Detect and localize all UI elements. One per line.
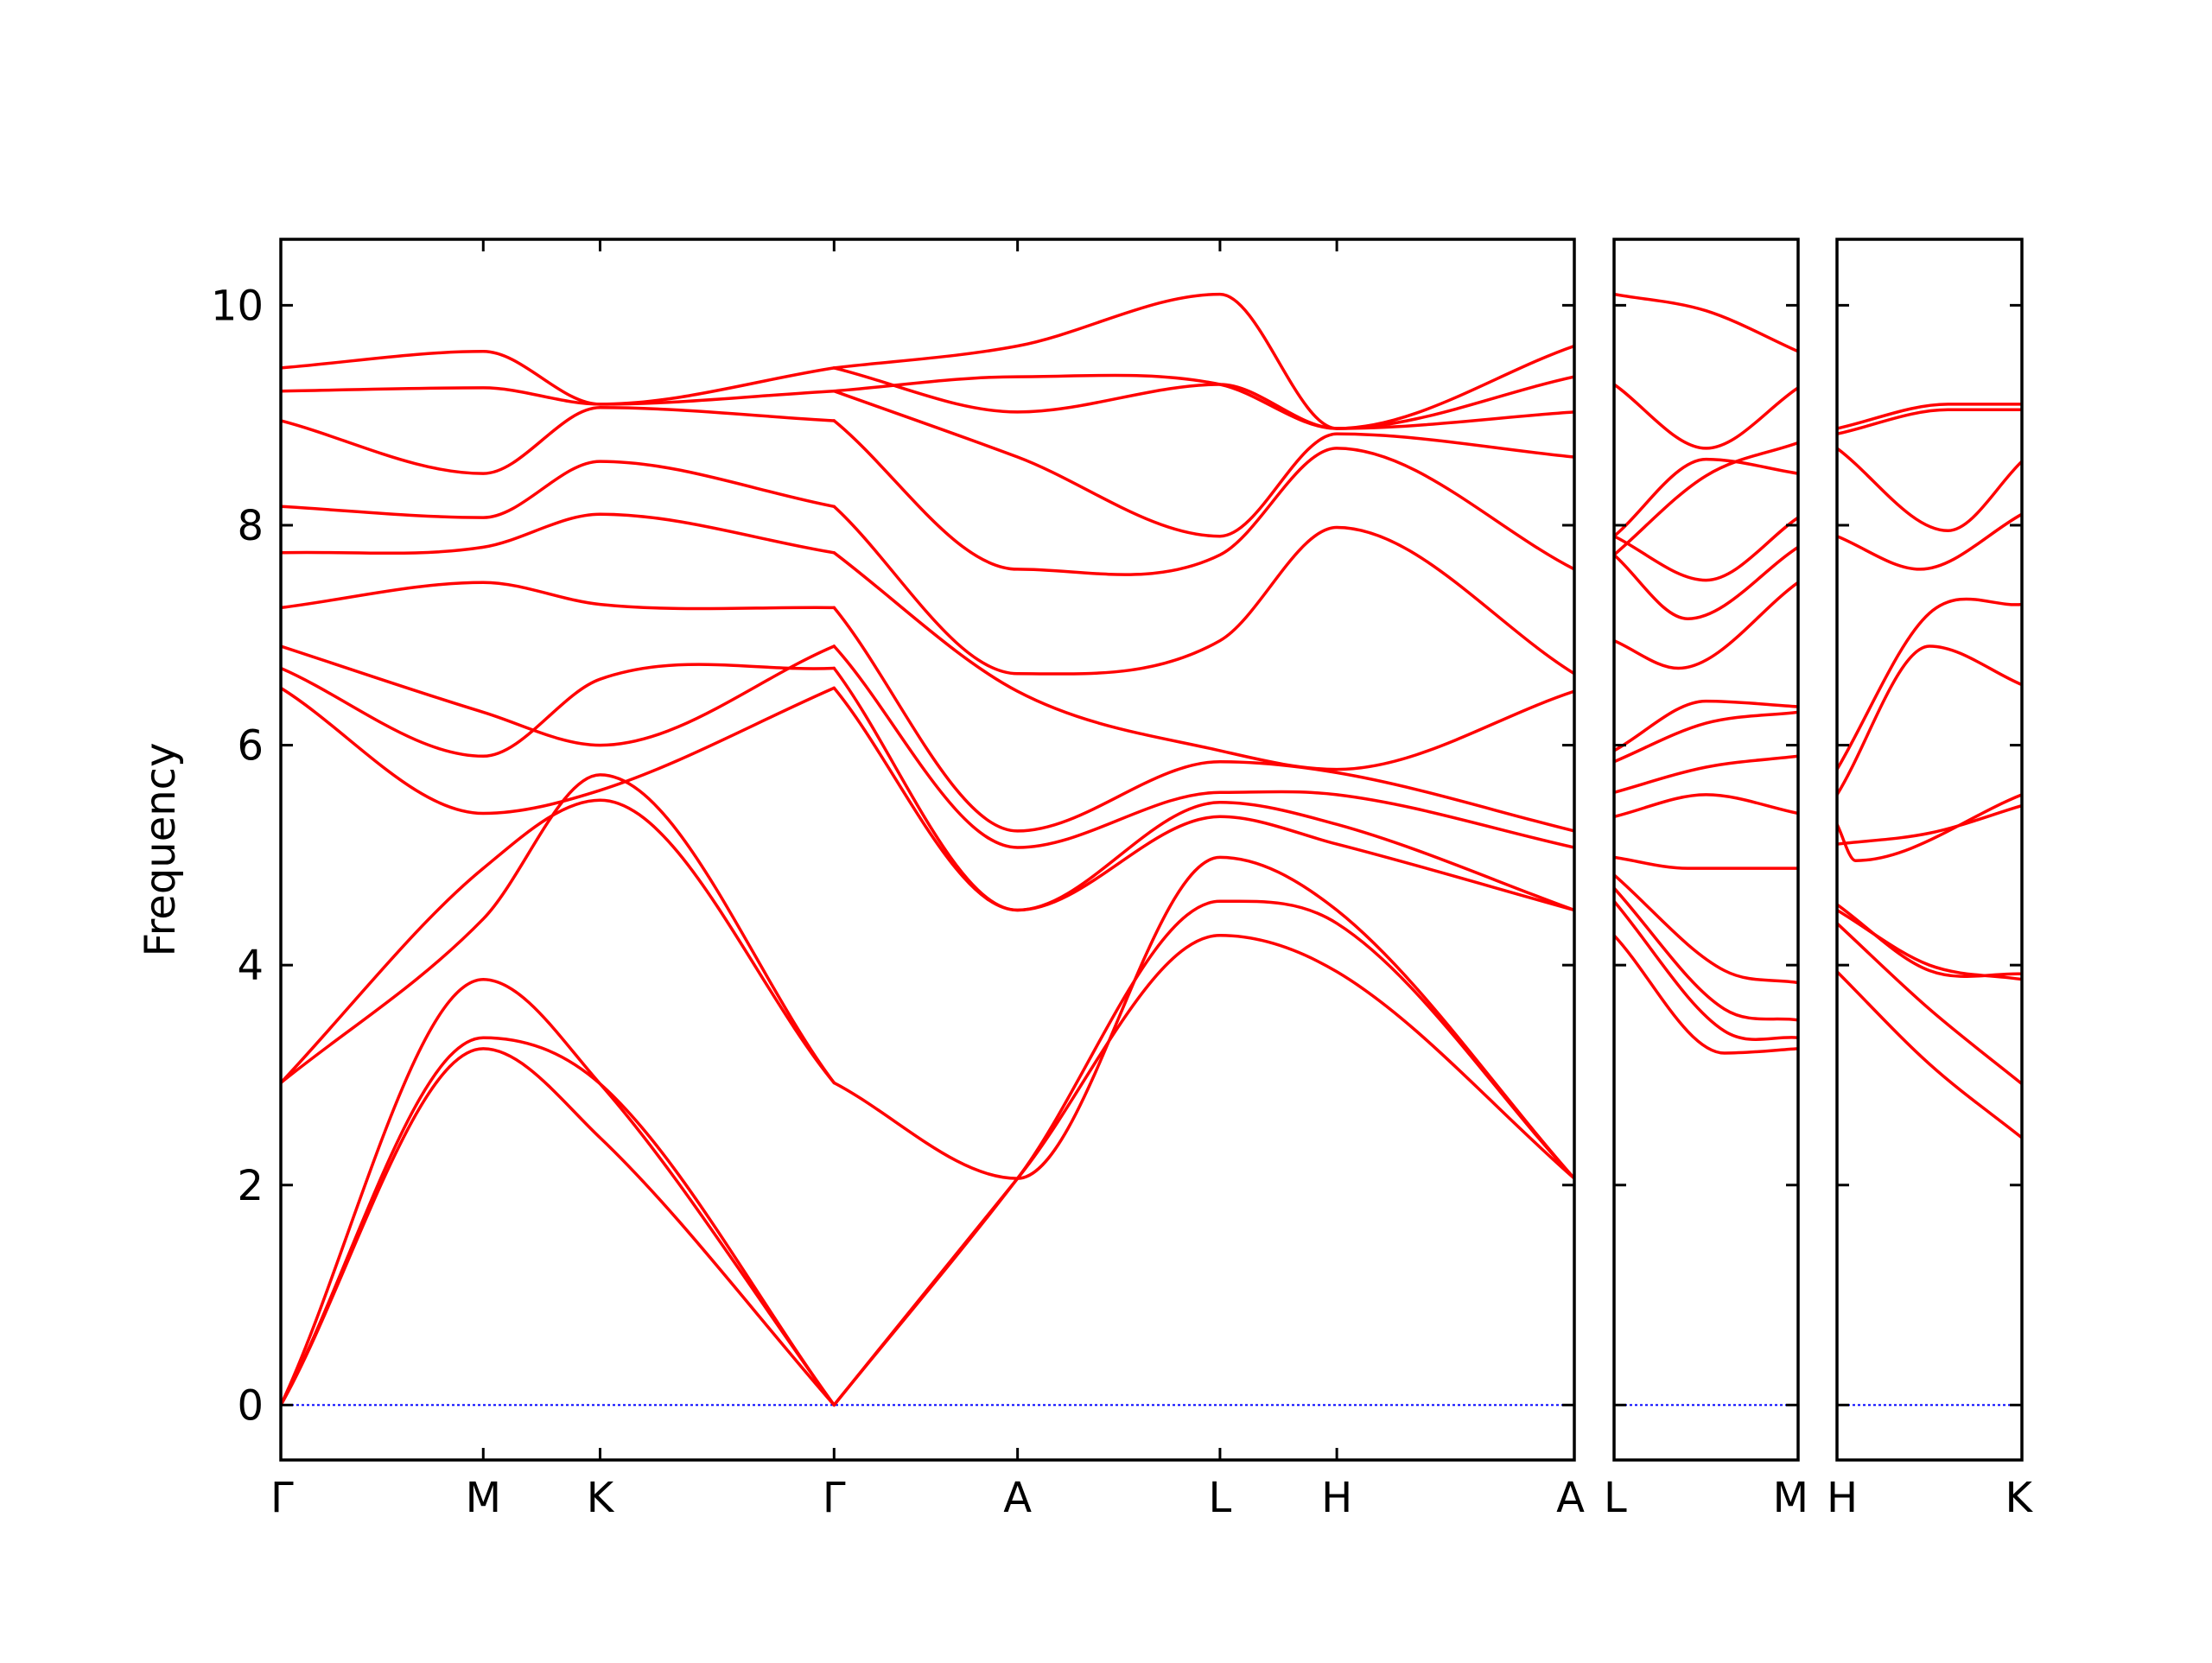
band-main-9 [281,581,836,611]
panel-frame [1612,238,1800,1462]
band-H-K-6 [1837,793,2022,862]
band-L-M-16 [1614,292,1798,353]
band-H-K-5 [1837,803,2022,846]
x-tick-label: K [587,1474,615,1522]
y-tick-label: 2 [237,1162,264,1210]
y-tick-label: 8 [237,502,264,550]
band-main-16 [832,899,1574,1407]
band-H-K-7 [1837,644,2022,797]
band-H-K-10 [1837,447,2022,533]
band-main-2 [281,1036,836,1407]
band-H-K-11 [1837,408,2022,436]
band-L-M-1 [1614,934,1798,1055]
x-tick-label: L [1209,1474,1232,1522]
band-L-M-6 [1614,793,1798,819]
y-tick-label: 4 [237,942,264,990]
band-main-20 [832,644,1574,849]
band-L-M-3 [1614,886,1798,1022]
panel-frame [279,238,1576,1462]
band-H-K-1 [1837,970,2022,1139]
x-tick-label: K [2005,1474,2034,1522]
band-L-M-13 [1614,457,1798,538]
band-main-14 [281,350,836,406]
bands [1614,292,1798,1055]
x-tick-label: H [1827,1474,1858,1522]
band-main-1 [281,1047,836,1407]
band-main-18 [832,686,1574,912]
band-H-K-8 [1837,597,2022,771]
band-main-4 [281,773,836,1085]
band-main-23 [832,505,1574,676]
band-main-27 [832,373,1574,430]
band-H-K-2 [1837,922,2022,1086]
band-L-M-14 [1614,441,1798,557]
x-tick-label: Γ [270,1474,294,1522]
band-main-7 [281,663,836,759]
panel-frame [1835,238,2024,1462]
x-tick-label: H [1321,1474,1352,1522]
band-main-28 [832,292,1574,430]
band-L-M-5 [1614,855,1798,870]
x-tick-label: A [1556,1474,1585,1522]
band-main-26 [832,366,1574,430]
band-main-19 [832,666,1574,912]
band-L-M-9 [1614,699,1798,752]
y-axis-label: Frequency [137,743,185,957]
band-main-15 [832,934,1574,1407]
x-tick-label: M [1773,1474,1808,1522]
band-main-8 [281,644,836,747]
band-main-24 [832,419,1574,576]
x-tick-label: L [1604,1474,1627,1522]
band-L-M-12 [1614,516,1798,582]
band-L-M-2 [1614,899,1798,1041]
x-tick-label: A [1003,1474,1032,1522]
bands [1837,403,2022,1139]
y-tick-label: 6 [237,722,264,771]
band-H-K-12 [1837,403,2022,430]
band-main-22 [832,551,1574,771]
band-main-6 [281,686,836,816]
band-L-M-7 [1614,754,1798,795]
band-L-M-15 [1614,383,1798,450]
band-L-M-11 [1614,545,1798,620]
band-L-M-4 [1614,873,1798,985]
band-L-M-10 [1614,581,1798,670]
band-main-13 [281,386,836,406]
x-tick-label: M [466,1474,501,1522]
band-main-3 [281,977,836,1407]
band-main-12 [281,406,836,475]
band-main-10 [281,512,836,555]
y-tick-label: 10 [211,282,264,330]
band-main-5 [281,798,836,1085]
band-H-K-4 [1837,903,2022,979]
band-H-K-9 [1837,512,2022,571]
band-main-25 [832,389,1574,538]
y-tick-label: 0 [237,1381,264,1430]
bands [281,292,1574,1407]
band-L-M-8 [1614,710,1798,764]
x-tick-label: Γ [823,1474,846,1522]
band-main-17 [832,855,1574,1180]
band-main-11 [281,460,836,519]
band-main-21 [832,606,1574,833]
